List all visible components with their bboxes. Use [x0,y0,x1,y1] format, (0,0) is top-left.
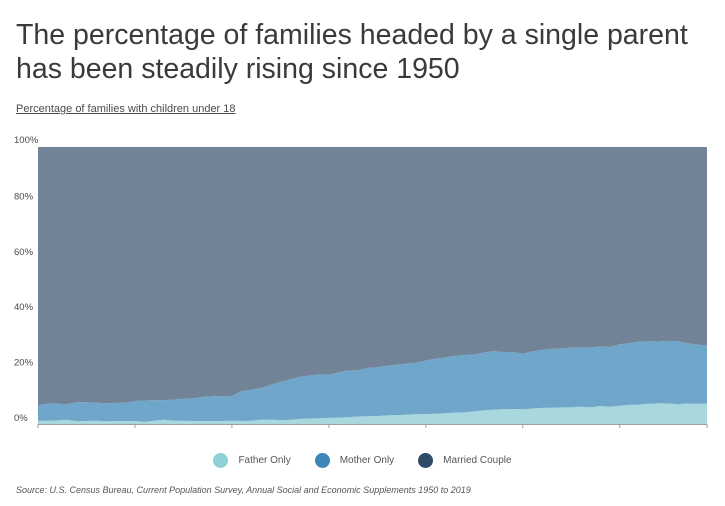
y-tick-label: 80% [14,191,34,202]
legend-label-father-only: Father Only [238,455,291,466]
legend-swatch-mother-only [314,453,330,468]
chart-legend: Father Only Mother Only Married Couple [0,453,725,468]
source-note: Source: U.S. Census Bureau, Current Popu… [16,485,471,495]
chart-subtitle: Percentage of families with children und… [16,103,236,115]
x-tick-label: 1970 [221,432,244,433]
legend-swatch-married-couple [418,453,434,468]
chart-title: The percentage of families headed by a s… [16,19,688,85]
area-mother-only [38,340,707,422]
y-tick-label: 60% [14,247,34,258]
x-tick-label: 1960 [124,432,147,433]
legend-label-mother-only: Mother Only [339,455,395,466]
y-tick-label: 100% [14,135,39,146]
legend-swatch-father-only [213,453,229,468]
y-tick-label: 40% [14,302,34,313]
area-chart: 0% 20% 40% 60% 80% 100% 1950 1960 1970 1980 1990 2… [14,135,719,433]
area-layers [38,147,707,424]
area-father-only [38,403,707,424]
legend-item-mother-only[interactable]: Mother Only [314,453,395,468]
legend-label-married-couple: Married Couple [443,455,512,466]
x-axis: 1950 1960 1970 1980 1990 2000 2010 2019 [27,424,719,433]
legend-item-father-only[interactable]: Father Only [213,453,291,468]
x-tick-label: 2010 [609,432,632,433]
y-tick-label: 20% [14,358,34,369]
x-tick-label: 1990 [415,432,438,433]
y-axis-labels: 0% 20% 40% 60% 80% 100% [14,135,39,424]
x-tick-label: 1950 [27,432,50,433]
legend-item-married-couple[interactable]: Married Couple [418,453,512,468]
x-tick-label: 1980 [318,432,341,433]
area-married-couple [38,147,707,406]
x-tick-label: 2000 [512,432,535,433]
y-tick-label: 0% [14,413,28,424]
x-tick-label: 2019 [696,432,719,433]
